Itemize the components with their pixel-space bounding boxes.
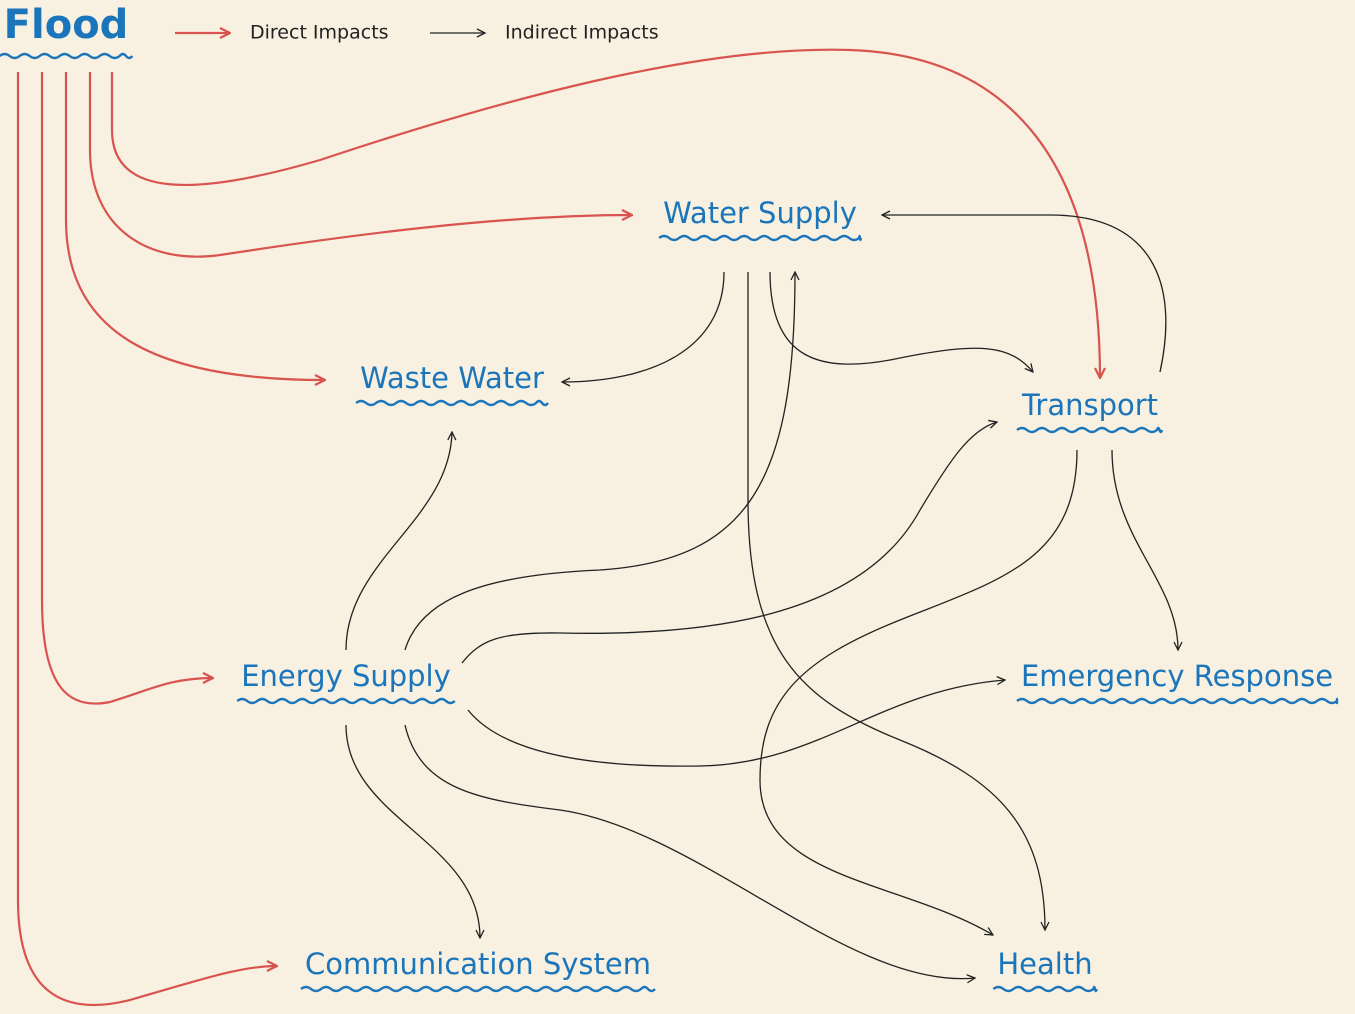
edge (88, 72, 632, 258)
edge (345, 432, 452, 651)
wave-underline (355, 399, 549, 407)
node-label: Health (997, 947, 1092, 981)
edge (882, 215, 1167, 373)
edge (562, 271, 725, 382)
wave-underline (992, 985, 1098, 993)
node-label: Communication System (305, 947, 651, 981)
node-label: Energy Supply (241, 659, 451, 693)
edge (1111, 449, 1178, 650)
edge (345, 724, 480, 938)
wave-underline (1016, 697, 1339, 705)
edge (461, 422, 997, 664)
edge (110, 48, 1100, 378)
wave-underline (236, 697, 456, 705)
wave-underline (658, 234, 863, 242)
edge (404, 272, 795, 651)
node-label: Emergency Response (1021, 659, 1333, 693)
wave-underline (1016, 426, 1164, 434)
edge (747, 272, 1045, 930)
node-label: Transport (1021, 388, 1158, 422)
legend-indirect: Indirect Impacts (505, 22, 659, 44)
wave-underline (0, 52, 134, 60)
edge (404, 724, 975, 979)
node-label: Waste Water (360, 361, 544, 395)
indirect-edges (345, 215, 1178, 979)
edge (759, 449, 1078, 935)
direct-edges (16, 48, 1100, 1007)
edge (769, 271, 1033, 372)
title: Flood (4, 2, 129, 48)
legend-direct: Direct Impacts (250, 22, 389, 44)
edge (16, 72, 277, 1007)
edge (64, 72, 325, 380)
node-label: Water Supply (663, 196, 857, 230)
edge (40, 72, 213, 705)
wave-underline (300, 985, 656, 993)
edge (467, 680, 1005, 767)
